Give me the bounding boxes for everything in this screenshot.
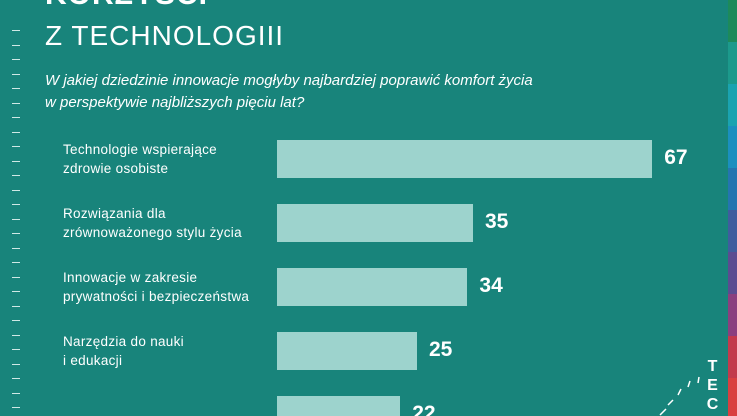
edge-tick	[12, 247, 20, 249]
edge-stripe	[728, 294, 737, 336]
edge-tick	[12, 320, 20, 321]
edge-tick	[12, 102, 20, 104]
edge-tick	[12, 160, 20, 162]
edge-stripe	[728, 168, 737, 210]
edge-tick	[12, 175, 20, 176]
value-label: 22	[412, 402, 436, 416]
value-label: 34	[479, 274, 503, 297]
badge: TECH	[704, 358, 721, 416]
edge-tick	[12, 262, 20, 263]
value-label: 35	[485, 210, 509, 233]
edge-tick	[12, 291, 20, 292]
edge-tick	[12, 204, 20, 205]
edge-tick	[12, 276, 20, 278]
edge-tick	[12, 378, 20, 379]
edge-tick	[12, 218, 20, 220]
edge-tick	[12, 189, 20, 191]
edge-tick	[12, 131, 20, 133]
bar	[277, 140, 653, 178]
bar	[277, 268, 468, 306]
category-label: Innowacje w zakresie prywatności i bezpi…	[63, 270, 250, 304]
title-line: KORZYŚCI	[45, 0, 208, 12]
bar	[277, 396, 401, 416]
edge-tick	[12, 363, 20, 365]
edge-tick	[12, 349, 20, 350]
edge-tick	[12, 233, 20, 234]
edge-tick	[12, 30, 20, 31]
edge-stripe	[728, 84, 737, 126]
edge-tick	[12, 146, 20, 147]
category-label: Rozwiązania dla zrównoważonego stylu życ…	[63, 206, 242, 240]
edge-stripe	[728, 0, 737, 42]
bar	[277, 332, 417, 370]
edge-tick	[12, 59, 20, 60]
value-label: 67	[664, 146, 688, 169]
category-label: Narzędzia do nauki i edukacji	[63, 334, 184, 368]
edge-tick	[12, 44, 20, 46]
value-label: 25	[429, 338, 453, 361]
edge-stripe	[728, 210, 737, 252]
edge-stripe	[728, 42, 737, 84]
bar	[277, 204, 473, 242]
edge-stripe	[728, 336, 737, 378]
edge-tick	[12, 305, 20, 307]
edge-stripe	[728, 126, 737, 168]
edge-tick	[12, 334, 20, 336]
edge-stripe	[728, 252, 737, 294]
dial	[659, 376, 700, 416]
title-line: Z TECHNOLOGIII	[45, 20, 285, 51]
edge-stripe	[728, 378, 737, 416]
edge-tick	[12, 117, 20, 118]
question: W jakiej dziedzinie innowacje mogłyby na…	[45, 72, 533, 111]
edge-tick	[12, 73, 20, 75]
category-label: Technologie wspierające zdrowie osobiste	[63, 142, 217, 176]
edge-tick	[12, 88, 20, 89]
edge-tick	[12, 392, 20, 394]
edge-tick	[12, 407, 20, 408]
